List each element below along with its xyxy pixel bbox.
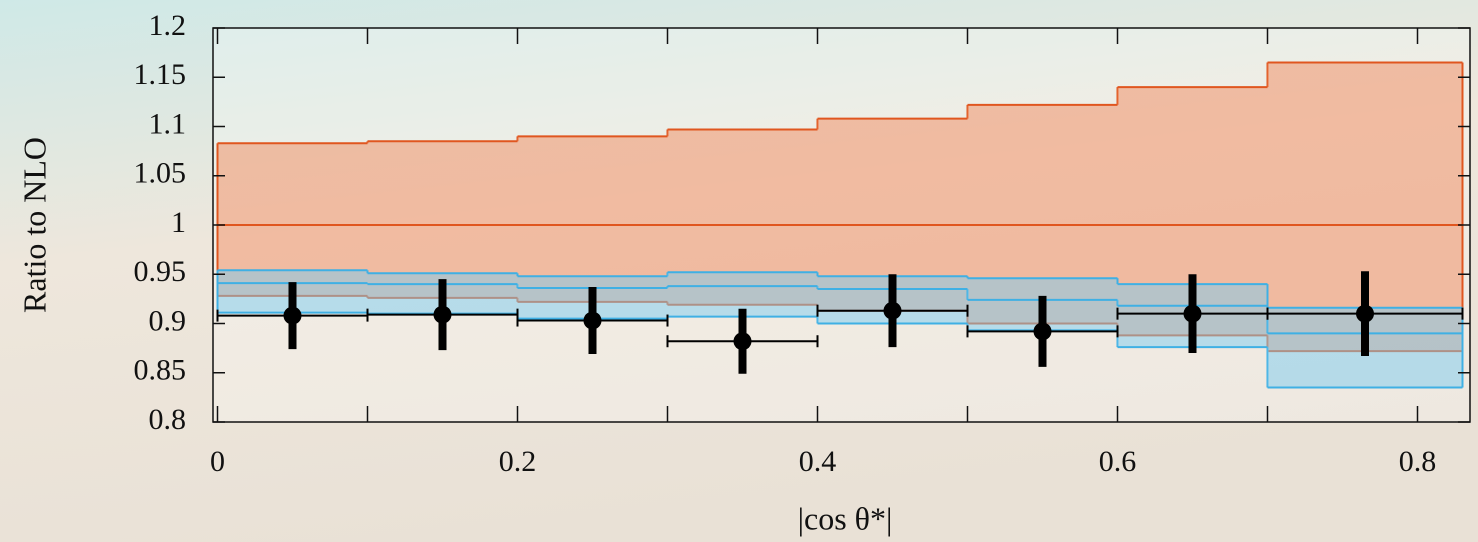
axes: 0.8 0.85 0.9 0.95 1 1.05 1.1 1.15 1.2 0 0.2 0.4 0.6 0… [134,9,1470,478]
y-tick-label: 0.95 [134,255,187,288]
x-tick-label: 0.6 [1099,445,1137,478]
x-tick-label: 0.2 [499,445,537,478]
data-point [1356,304,1374,323]
y-tick-label: 0.8 [149,403,187,436]
x-tick-label: 0.8 [1399,445,1437,478]
data-point [583,311,602,330]
x-tick-label: 0.4 [799,445,837,478]
band-fill [367,141,518,298]
x-axis-label: |cos θ*| [798,500,893,536]
y-axis-label: Ratio to NLO [16,137,52,313]
y-tick-label: 0.9 [149,304,187,337]
data-point [733,332,752,351]
y-tick-label: 1.1 [149,107,187,140]
data-point [1183,304,1202,323]
data-point [883,301,902,320]
y-tick-label: 0.85 [134,354,187,387]
marks [216,61,1464,389]
y-tick-label: 1.05 [134,157,187,190]
band-fill [517,136,668,302]
data-point [433,305,452,324]
x-tick-label: 0 [210,445,225,478]
y-tick-label: 1 [171,206,186,239]
y-tick-label: 1.2 [149,9,187,42]
y-tick-label: 1.15 [134,58,187,91]
data-point [1033,322,1052,341]
data-point [283,306,302,325]
